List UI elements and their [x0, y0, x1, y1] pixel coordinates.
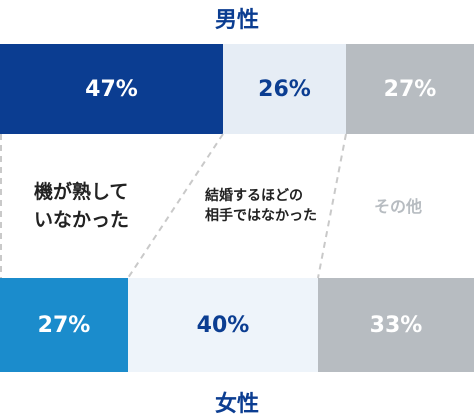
value-label-male-1: 47% — [85, 76, 138, 102]
category-label-1-line-2: いなかった — [34, 208, 130, 231]
bar-segment-male-3 — [346, 44, 474, 134]
connector-line-1 — [127, 133, 224, 279]
value-label-male-3: 27% — [383, 76, 437, 102]
category-label-1: 機が熟していなかった — [34, 179, 129, 234]
series-title-female: 女性 — [214, 392, 259, 417]
value-label-male-2: 26% — [258, 76, 311, 102]
category-label-1-line-1: 機が熟して — [34, 181, 129, 203]
bar-segment-female-3 — [318, 278, 474, 372]
category-label-3-line-1: その他 — [374, 197, 423, 216]
value-label-female-2: 40% — [196, 312, 250, 338]
bar-segment-male-2 — [223, 44, 346, 134]
category-label-2-line-2: 相手ではなかった — [205, 208, 317, 225]
category-label-2-line-1: 結婚するほどの — [205, 188, 303, 204]
value-label-female-1: 27% — [37, 312, 91, 338]
series-title-male: 男性 — [214, 8, 259, 33]
connector-line-2 — [317, 133, 347, 279]
category-label-2: 結婚するほどの 相手ではなかった — [205, 186, 317, 227]
category-label-3: その他 — [374, 195, 422, 218]
bar-segment-male-1 — [0, 44, 223, 134]
bar-segment-female-2 — [128, 278, 318, 372]
bar-segment-female-1 — [0, 278, 128, 372]
value-label-female-3: 33% — [369, 312, 423, 338]
